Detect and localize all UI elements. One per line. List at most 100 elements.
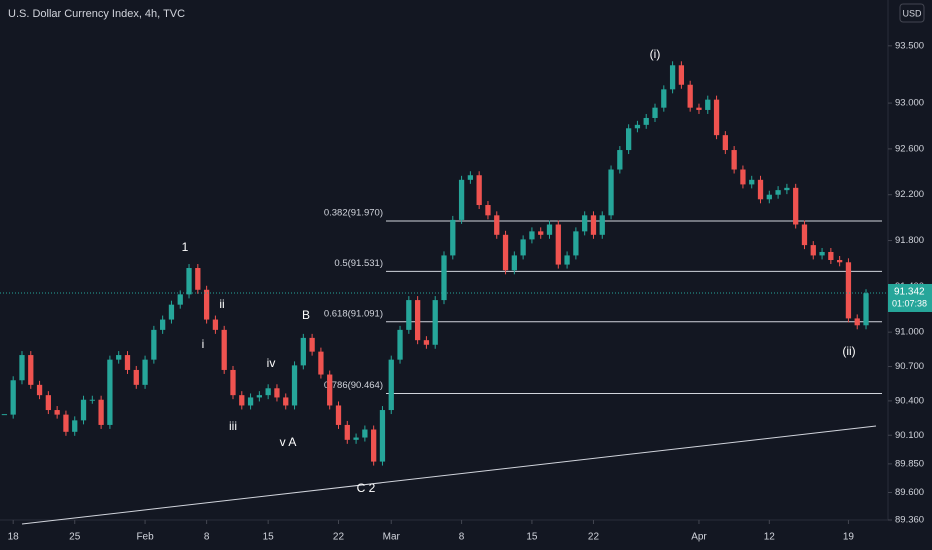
- candle: [283, 397, 289, 406]
- wave-label: B: [302, 308, 310, 322]
- x-tick-label: Apr: [691, 532, 707, 543]
- x-tick-label: 19: [843, 532, 855, 543]
- candle: [520, 239, 526, 256]
- candle: [291, 365, 298, 406]
- candle: [362, 429, 368, 438]
- candle: [529, 231, 535, 240]
- candle: [441, 255, 447, 301]
- candle: [318, 351, 324, 375]
- y-tick-label: 93.000: [895, 98, 924, 109]
- candle: [388, 359, 394, 411]
- y-tick-label: 92.600: [895, 143, 924, 154]
- countdown-label: 01:07:38: [892, 298, 927, 308]
- candle: [195, 268, 201, 290]
- candle: [643, 117, 649, 125]
- candle: [740, 169, 746, 185]
- wave-label: ii: [219, 297, 224, 311]
- wave-label: 1: [182, 240, 189, 254]
- candle: [221, 329, 227, 370]
- wave-label: C 2: [357, 481, 376, 495]
- candle: [406, 300, 412, 330]
- fib-label: 0.786(90.464): [324, 380, 383, 391]
- candle: [247, 397, 254, 406]
- y-tick-label: 91.800: [895, 235, 924, 246]
- candle: [45, 395, 51, 411]
- candle: [432, 300, 438, 345]
- candle: [239, 395, 245, 406]
- candle: [256, 395, 263, 398]
- candle: [766, 194, 772, 200]
- x-tick-label: Mar: [383, 532, 401, 543]
- candle: [371, 429, 377, 462]
- candle: [845, 262, 852, 319]
- candle: [177, 294, 183, 305]
- candle: [555, 224, 561, 265]
- candle: [573, 231, 579, 256]
- candle: [28, 355, 34, 385]
- y-tick-label: 90.400: [895, 395, 924, 406]
- wave-label: iv: [267, 356, 276, 370]
- candle: [617, 150, 623, 170]
- candle: [353, 437, 359, 440]
- x-tick-label: 18: [8, 532, 20, 543]
- y-tick-label: 89.360: [895, 515, 924, 526]
- candle: [661, 89, 667, 108]
- candle: [599, 215, 605, 235]
- candle: [230, 369, 236, 396]
- x-tick-label: 15: [263, 532, 275, 543]
- candle: [669, 65, 676, 90]
- y-tick-label: 89.850: [895, 458, 924, 469]
- candle: [801, 224, 808, 246]
- candle: [379, 410, 386, 462]
- candle: [458, 179, 465, 220]
- candle: [476, 175, 482, 206]
- candle: [538, 231, 544, 235]
- candle: [810, 245, 816, 256]
- x-tick-label: Feb: [136, 532, 154, 543]
- candle: [80, 399, 87, 421]
- candle: [731, 150, 737, 170]
- candle: [36, 384, 43, 396]
- candle: [652, 107, 658, 118]
- candle: [423, 340, 430, 345]
- y-tick-label: 92.200: [895, 189, 924, 200]
- candle: [124, 355, 131, 370]
- candle: [89, 399, 95, 401]
- x-tick-label: 15: [526, 532, 538, 543]
- fib-label: 0.382(91.970): [324, 208, 383, 219]
- candle: [705, 99, 711, 110]
- wave-label: (i): [650, 47, 661, 61]
- y-tick-label: 90.100: [895, 430, 924, 441]
- candle: [564, 255, 570, 265]
- candle: [696, 107, 702, 110]
- candle: [485, 205, 491, 216]
- candle: [757, 179, 764, 200]
- candle: [327, 374, 333, 406]
- candle: [309, 337, 315, 352]
- candle: [837, 260, 843, 263]
- x-tick-label: 22: [333, 532, 345, 543]
- candle: [828, 251, 834, 260]
- candle: [151, 329, 157, 360]
- candle: [265, 388, 271, 396]
- x-tick-label: 12: [764, 532, 776, 543]
- currency-button[interactable]: [899, 3, 925, 23]
- currency-label[interactable]: USD: [902, 8, 922, 18]
- y-tick-label: 90.700: [895, 361, 924, 372]
- candle: [133, 369, 139, 385]
- candle: [397, 329, 403, 360]
- candle: [722, 135, 728, 151]
- candle: [203, 289, 210, 320]
- candle: [854, 318, 860, 326]
- candle: [749, 179, 755, 185]
- x-tick-label: 25: [69, 532, 81, 543]
- candle: [116, 355, 122, 360]
- wave-label: (ii): [842, 344, 855, 358]
- candle: [625, 128, 632, 151]
- y-tick-label: 89.600: [895, 487, 924, 498]
- last-price-box: [888, 283, 932, 312]
- candle: [107, 359, 113, 425]
- candle: [608, 169, 614, 216]
